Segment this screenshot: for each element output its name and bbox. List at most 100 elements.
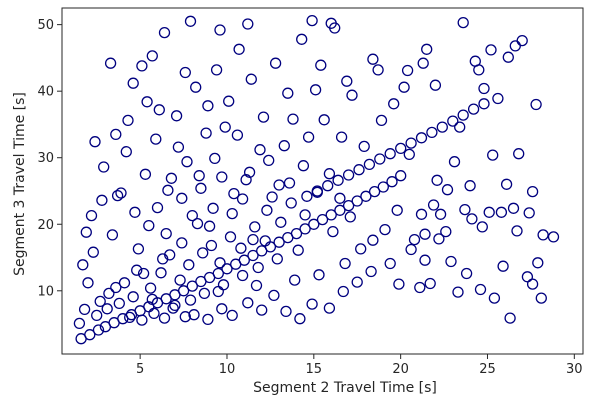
data-point: [299, 223, 311, 235]
data-point: [84, 329, 96, 341]
data-point: [301, 190, 313, 202]
data-point: [500, 178, 513, 190]
data-point: [353, 164, 365, 176]
data-point: [176, 192, 188, 204]
data-point: [174, 274, 186, 286]
x-tick-label: 30: [566, 362, 583, 377]
data-point: [91, 309, 103, 322]
data-point: [137, 267, 150, 280]
data-point: [415, 208, 428, 220]
data-point: [233, 43, 245, 55]
data-point: [200, 127, 212, 139]
data-point: [478, 82, 490, 95]
data-point: [322, 180, 334, 192]
data-point: [537, 229, 549, 241]
data-point: [278, 140, 290, 152]
plot-frame: [61, 7, 584, 355]
data-point: [426, 126, 438, 139]
data-point: [325, 17, 337, 29]
data-point: [521, 271, 534, 283]
data-point: [339, 257, 351, 270]
data-point: [176, 237, 188, 249]
data-point: [526, 278, 539, 290]
data-point: [497, 260, 509, 272]
data-point: [294, 313, 306, 325]
data-point: [467, 103, 480, 115]
data-point: [247, 249, 259, 262]
data-point: [96, 194, 108, 206]
y-tick-label: 40: [37, 85, 54, 100]
data-point: [308, 218, 320, 230]
data-point: [216, 171, 228, 183]
data-point: [335, 131, 348, 143]
data-points: [73, 14, 560, 345]
data-point: [419, 228, 431, 240]
data-point: [89, 136, 101, 148]
data-point: [315, 59, 327, 71]
data-point: [210, 64, 223, 76]
data-point: [395, 170, 407, 182]
data-point: [250, 279, 263, 292]
data-point: [414, 281, 426, 294]
data-point: [504, 312, 516, 324]
data-point: [511, 225, 523, 237]
data-point: [473, 64, 485, 76]
data-point: [202, 313, 214, 326]
data-point: [342, 199, 355, 212]
data-point: [365, 265, 377, 278]
data-point: [205, 239, 218, 252]
data-point: [261, 204, 273, 216]
data-point: [275, 216, 287, 228]
data-point: [530, 98, 542, 111]
data-point: [207, 202, 219, 214]
data-point: [306, 298, 318, 310]
data-point: [257, 111, 270, 123]
data-point: [238, 254, 250, 266]
data-point: [342, 169, 355, 181]
data-point: [184, 15, 197, 27]
data-point: [87, 246, 99, 258]
y-axis-ticks: 10 20 30 40 50: [37, 18, 62, 299]
data-point: [118, 277, 131, 289]
data-point: [271, 253, 283, 265]
data-point: [92, 324, 105, 336]
data-point: [344, 211, 356, 223]
y-tick-label: 10: [37, 284, 54, 299]
data-point: [129, 206, 141, 218]
data-point: [292, 244, 304, 256]
data-point: [273, 236, 285, 248]
data-point: [405, 243, 417, 256]
data-point: [247, 233, 259, 246]
data-point: [368, 185, 381, 198]
data-point: [78, 303, 91, 316]
data-point: [150, 133, 162, 145]
data-point: [111, 189, 124, 202]
data-point: [466, 213, 478, 225]
data-point: [146, 50, 158, 62]
data-point: [143, 219, 155, 232]
data-point: [457, 16, 469, 29]
data-point: [226, 207, 238, 220]
data-point: [148, 307, 160, 320]
data-point: [155, 267, 167, 279]
y-tick-label: 20: [37, 218, 54, 233]
data-point: [395, 142, 407, 155]
data-point: [242, 297, 254, 309]
data-point: [165, 172, 178, 184]
data-point: [460, 267, 473, 280]
data-point: [80, 226, 92, 238]
data-point: [184, 294, 197, 306]
data-point: [120, 146, 132, 158]
data-point: [153, 104, 165, 116]
data-point: [77, 259, 89, 271]
data-point: [177, 285, 190, 297]
x-tick-label: 20: [392, 362, 409, 377]
data-point: [547, 231, 560, 243]
data-point: [160, 227, 172, 240]
data-point: [170, 110, 183, 122]
data-point: [316, 213, 329, 226]
data-point: [240, 174, 252, 186]
data-point: [313, 269, 325, 281]
data-point: [217, 279, 230, 291]
